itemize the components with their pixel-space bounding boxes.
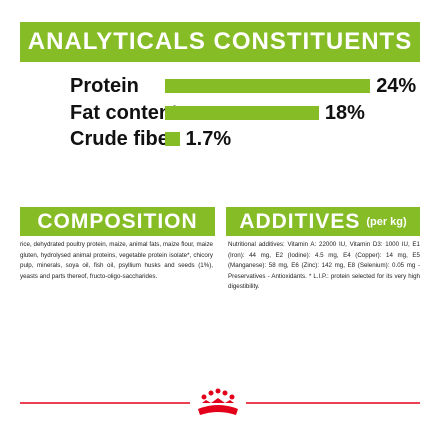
composition-banner: COMPOSITION [20, 207, 215, 236]
additives-subtitle: (per kg) [366, 215, 407, 228]
nutrient-value: 1.7% [185, 128, 232, 150]
nutrient-bar [165, 132, 180, 146]
nutrient-label: Fat content [70, 101, 178, 124]
logo-dot [229, 394, 235, 400]
nutrient-label: Crude fiber [70, 128, 177, 150]
logo-dot [215, 388, 221, 394]
logo-crown-base [198, 405, 238, 415]
title-banner: ANALYTICALS CONSTITUENTS [20, 22, 420, 62]
nutrient-bar [165, 79, 371, 93]
nutrient-value: 24% [376, 75, 417, 97]
composition-text: rice, dehydrated poultry protein, maize,… [20, 241, 213, 280]
title: ANALYTICALS CONSTITUENTS [27, 28, 413, 55]
nutrient-label: Protein [70, 75, 139, 97]
nutrient-bar [165, 105, 319, 120]
footer-logo [20, 388, 420, 415]
logo-crown [202, 398, 234, 403]
additives-banner: ADDITIVES (per kg) [226, 207, 420, 236]
logo-dot [208, 390, 214, 396]
composition-title: COMPOSITION [37, 209, 198, 233]
additives-title: ADDITIVES [239, 209, 361, 233]
logo-dot [201, 394, 207, 400]
nutrient-value: 18% [324, 101, 365, 124]
logo-dot [222, 390, 228, 396]
additives-text: Nutritional additives: Vitamin A: 22000 … [228, 241, 420, 291]
